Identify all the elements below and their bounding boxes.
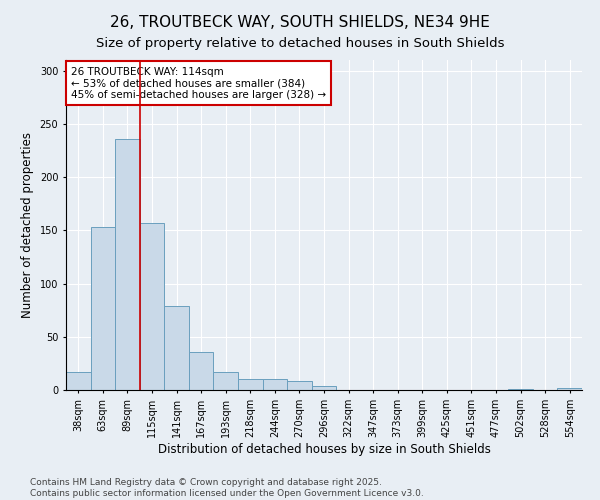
Text: 26 TROUTBECK WAY: 114sqm
← 53% of detached houses are smaller (384)
45% of semi-: 26 TROUTBECK WAY: 114sqm ← 53% of detach… — [71, 66, 326, 100]
Bar — [287, 382, 312, 390]
X-axis label: Distribution of detached houses by size in South Shields: Distribution of detached houses by size … — [158, 442, 490, 456]
Bar — [66, 372, 91, 390]
Bar — [557, 388, 582, 390]
Bar — [238, 380, 263, 390]
Text: 26, TROUTBECK WAY, SOUTH SHIELDS, NE34 9HE: 26, TROUTBECK WAY, SOUTH SHIELDS, NE34 9… — [110, 15, 490, 30]
Text: Contains HM Land Registry data © Crown copyright and database right 2025.
Contai: Contains HM Land Registry data © Crown c… — [30, 478, 424, 498]
Bar — [91, 227, 115, 390]
Bar — [214, 372, 238, 390]
Bar — [508, 389, 533, 390]
Bar — [263, 380, 287, 390]
Bar — [115, 139, 140, 390]
Y-axis label: Number of detached properties: Number of detached properties — [21, 132, 34, 318]
Bar — [164, 306, 189, 390]
Text: Size of property relative to detached houses in South Shields: Size of property relative to detached ho… — [96, 38, 504, 51]
Bar — [140, 223, 164, 390]
Bar — [312, 386, 336, 390]
Bar — [189, 352, 214, 390]
